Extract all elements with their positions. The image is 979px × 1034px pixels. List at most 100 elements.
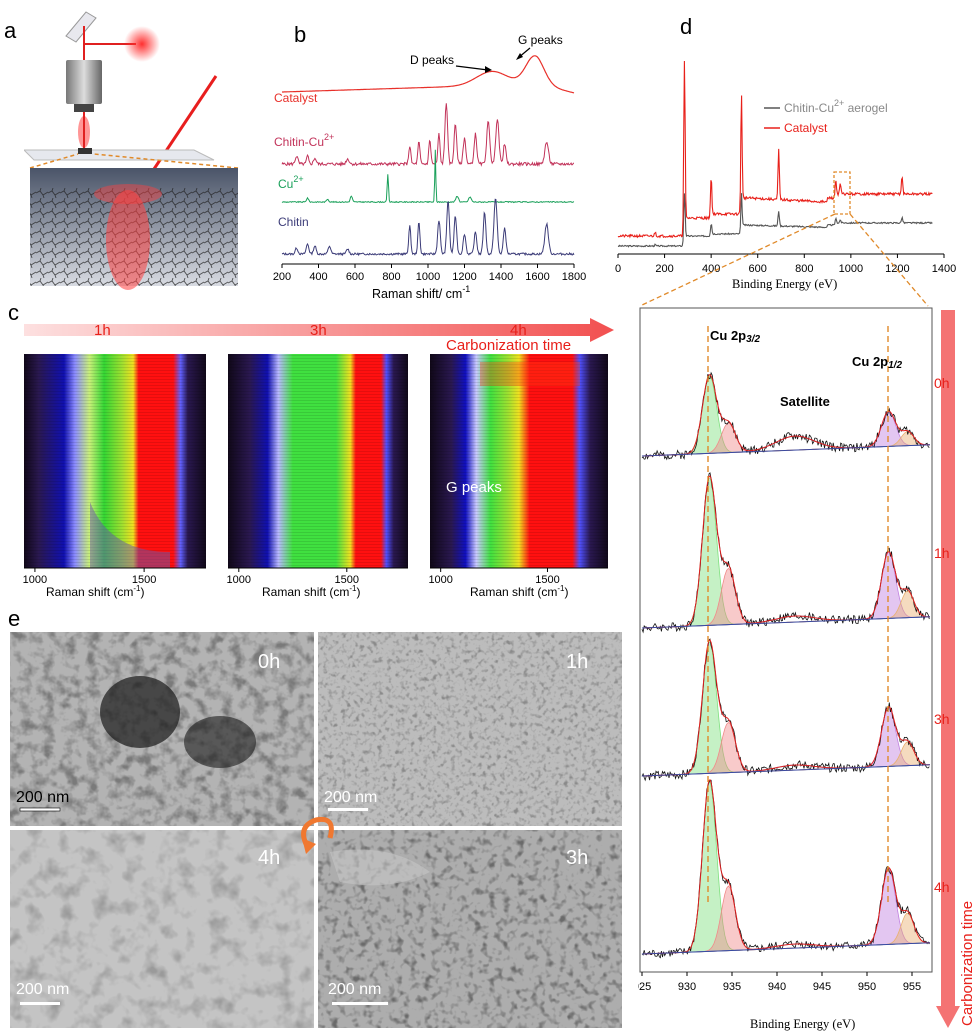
zoom-connector-lines [639, 213, 929, 307]
zoom-region-box [833, 171, 851, 215]
panel-c-label: c [8, 300, 19, 325]
b-tick-label-800: 800 [382, 271, 400, 283]
carbonization-arrow-top [24, 318, 614, 342]
d-tick-label-400: 400 [702, 263, 720, 275]
c-tick-label-1500: 1500 [132, 574, 156, 586]
c-xlabel-2: Raman shift (cm-1) [262, 584, 361, 599]
xps-cu2p-chart: 925930935940945950955 Cu 2p3/2 Cu 2p1/2 … [638, 307, 976, 1031]
g-peaks-heatmap-label: G peaks [446, 479, 502, 496]
d-tick-label-0: 0 [615, 263, 621, 275]
b-tick-label-1200: 1200 [452, 271, 476, 283]
b-tick-label-600: 600 [346, 271, 364, 283]
scale-label-1h: 200 nm [324, 789, 377, 806]
objective-lens-icon [66, 60, 102, 104]
d-tick-label-200: 200 [655, 263, 673, 275]
raman-heatmaps: G peaks 1000 1500 1000 1500 1000 1500 [23, 354, 608, 586]
xps-time-0h: 0h [934, 375, 950, 391]
b-tick-label-1600: 1600 [525, 271, 549, 283]
laser-setup-illustration [24, 11, 239, 290]
mirror-icon [65, 11, 97, 43]
trace-label-cu: Cu2+ [278, 174, 304, 191]
b-tick-label-200: 200 [273, 271, 291, 283]
d-tick-label-1400: 1400 [932, 263, 956, 275]
xps-tick-label-925: 925 [638, 981, 651, 993]
d-peaks-annotation: D peaks [410, 53, 454, 67]
xps-time-1h: 1h [934, 545, 950, 561]
trace-catalyst-survey [617, 60, 933, 239]
trace-cu [281, 149, 575, 204]
c-tick-label-1500: 1500 [535, 574, 559, 586]
xps-tick-label-955: 955 [903, 981, 921, 993]
sem-label-3h: 3h [566, 847, 588, 869]
legend-catalyst: Catalyst [784, 121, 828, 135]
xps-x-axis-label: Binding Energy (eV) [750, 1017, 855, 1031]
xps-tick-label-930: 930 [678, 981, 696, 993]
scale-bar-4h [20, 1002, 60, 1005]
xps-tick-label-950: 950 [858, 981, 876, 993]
scale-label-0h: 200 nm [16, 789, 69, 806]
scale-bar-1h [328, 808, 368, 811]
xps-envelope [642, 639, 930, 777]
panel-d-label: d [680, 14, 693, 39]
xps-time-3h: 3h [934, 711, 950, 727]
b-tick-label-400: 400 [309, 271, 327, 283]
xps-survey-chart: 0200400600800100012001400 Chitin-Cu2+ ae… [615, 60, 956, 291]
xps-baseline [641, 942, 931, 955]
trace-label-chitin: Chitin [278, 215, 309, 229]
xps-carbonization-label: Carbonization time [959, 901, 976, 1026]
legend-aerogel: Chitin-Cu2+ aerogel [784, 98, 888, 115]
c-tick-label-1500: 1500 [335, 574, 359, 586]
d-x-axis-label: Binding Energy (eV) [732, 277, 837, 291]
trace-aerogel [617, 193, 933, 248]
d-tick-label-1000: 1000 [839, 263, 863, 275]
carbonization-arrow-right [936, 310, 960, 1028]
sem-image-grid: 0h 1h 4h 3h 200 nm 200 nm 200 nm 200 nm [10, 632, 622, 1028]
sem-label-0h: 0h [258, 651, 280, 673]
xps-baseline [641, 616, 931, 629]
xps-tick-label-945: 945 [813, 981, 831, 993]
xps-envelope [642, 373, 930, 457]
sem-label-4h: 4h [258, 847, 280, 869]
sem-label-1h: 1h [566, 651, 588, 673]
xps-tick-label-940: 940 [768, 981, 786, 993]
c-tick-label-1000: 1000 [23, 574, 47, 586]
cu2p12-label: Cu 2p1/2 [852, 354, 902, 371]
panel-a-label: a [4, 18, 17, 43]
scale-bar-0h [19, 807, 61, 812]
scale-label-4h: 200 nm [16, 981, 69, 998]
satellite-label: Satellite [780, 394, 830, 409]
rotation-arrow-icon [301, 816, 334, 846]
d-tick-label-600: 600 [749, 263, 767, 275]
b-tick-label-1800: 1800 [562, 271, 586, 283]
scale-label-3h: 200 nm [328, 981, 381, 998]
xps-envelope [642, 779, 930, 955]
xps-baseline [641, 764, 931, 777]
c-time-4h: 4h [510, 322, 527, 339]
panel-b-label: b [294, 22, 307, 47]
c-time-3h: 3h [310, 322, 327, 339]
trace-label-catalyst: Catalyst [274, 91, 318, 105]
scale-bar-3h [332, 1002, 388, 1005]
raman-spectra-chart: 200 400 600 800 1000 1200 1400 1600 1800 G peaks… [273, 33, 586, 301]
c-xlabel-1: Raman shift (cm-1) [46, 584, 145, 599]
c-time-1h: 1h [94, 322, 111, 339]
cu2p32-label: Cu 2p3/2 [710, 328, 760, 345]
panel-e-label: e [8, 606, 21, 631]
trace-chitin [281, 198, 575, 257]
trace-chitin-cu [281, 103, 574, 168]
b-tick-label-1000: 1000 [416, 271, 440, 283]
trace-label-chitin-cu: Chitin-Cu2+ [274, 132, 334, 149]
b-x-axis-label: Raman shift/ cm-1 [372, 284, 470, 301]
trace-catalyst [282, 55, 575, 94]
xps-time-4h: 4h [934, 879, 950, 895]
xps-envelope [642, 475, 930, 629]
c-tick-label-1000: 1000 [428, 574, 452, 586]
c-xlabel-3: Raman shift (cm-1) [470, 584, 569, 599]
xps-tick-label-935: 935 [723, 981, 741, 993]
c-tick-label-1000: 1000 [227, 574, 251, 586]
c-carbonization-label: Carbonization time [446, 337, 572, 354]
g-peaks-annotation: G peaks [518, 33, 563, 47]
d-tick-label-800: 800 [795, 263, 813, 275]
xps-baseline [641, 444, 931, 457]
b-tick-label-1400: 1400 [489, 271, 513, 283]
